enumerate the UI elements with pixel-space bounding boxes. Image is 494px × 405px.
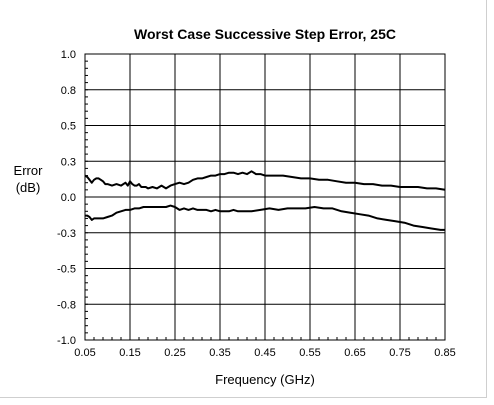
y-tick-label: -1.0 bbox=[57, 335, 76, 347]
x-tick-label: 0.85 bbox=[434, 347, 455, 359]
x-tick-label: 0.55 bbox=[299, 347, 320, 359]
y-tick-label: 0.5 bbox=[61, 121, 76, 133]
y-tick-label: 0.8 bbox=[61, 85, 76, 97]
y-tick-label: -0.5 bbox=[57, 264, 76, 276]
y-axis-label-line1: Error bbox=[14, 163, 44, 178]
y-tick-label: -0.3 bbox=[57, 228, 76, 240]
x-tick-label: 0.35 bbox=[209, 347, 230, 359]
y-tick-label: 0.0 bbox=[61, 192, 76, 204]
x-axis-label: Frequency (GHz) bbox=[215, 372, 315, 387]
y-tick-label: 1.0 bbox=[61, 49, 76, 61]
x-tick-label: 0.65 bbox=[344, 347, 365, 359]
series-line-2 bbox=[85, 204, 445, 231]
y-axis-label-line2: (dB) bbox=[16, 180, 41, 195]
y-tick-label: -0.8 bbox=[57, 299, 76, 311]
x-tick-label: 0.25 bbox=[164, 347, 185, 359]
gridlines bbox=[84, 53, 446, 341]
x-tick-label: 0.15 bbox=[119, 347, 140, 359]
tick-labels: 0.05 0.15 0.25 0.35 0.45 0.55 0.65 0.75 0.85 1.0 0… bbox=[57, 49, 456, 359]
y-tick-label: 0.3 bbox=[61, 156, 76, 168]
x-tick-label: 0.45 bbox=[254, 347, 275, 359]
chart-title: Worst Case Successive Step Error, 25C bbox=[134, 26, 396, 42]
chart-frame bbox=[0, 0, 487, 398]
x-tick-label: 0.75 bbox=[389, 347, 410, 359]
plot-area bbox=[84, 53, 446, 341]
series-line-1 bbox=[84, 170, 446, 191]
x-tick-label: 0.05 bbox=[74, 347, 95, 359]
series-lines bbox=[84, 170, 446, 231]
